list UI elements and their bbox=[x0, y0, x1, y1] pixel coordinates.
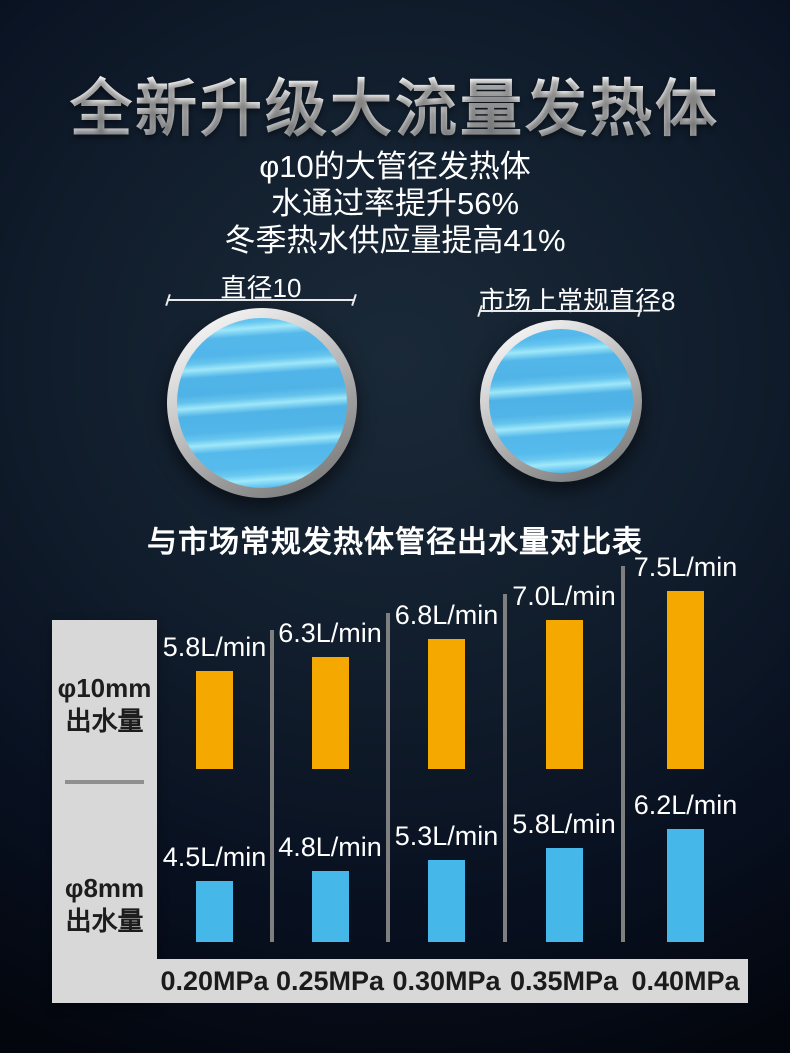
bar-value-label: 5.8L/min bbox=[512, 809, 616, 839]
column-divider bbox=[503, 594, 507, 942]
subtitle-line-3: 冬季热水供应量提高41% bbox=[224, 223, 566, 258]
x-axis-tick-label: 0.35MPa bbox=[509, 966, 619, 996]
row-label-phi8-line1: φ8mm bbox=[64, 873, 145, 903]
row-label-phi10-line1: φ10mm bbox=[57, 673, 152, 703]
bar-value-label: 6.8L/min bbox=[394, 600, 499, 630]
x-axis-tick-label: 0.40MPa bbox=[631, 966, 740, 996]
phi10-bar bbox=[667, 591, 704, 769]
small-pipe-water-texture bbox=[489, 329, 633, 473]
row-label-divider bbox=[65, 780, 144, 784]
right-dimension-line bbox=[479, 310, 641, 312]
row-label-phi10-line2: 出水量 bbox=[65, 706, 144, 736]
bar-value-label: 6.2L/min bbox=[633, 790, 738, 820]
x-axis-strip bbox=[157, 959, 748, 1003]
phi10-bar bbox=[196, 671, 233, 769]
column-divider bbox=[386, 613, 390, 942]
left-dimension-line bbox=[167, 299, 355, 301]
bar-value-label: 4.8L/min bbox=[278, 832, 382, 862]
subtitle-line-1: φ10的大管径发热体 bbox=[259, 149, 531, 184]
x-axis-tick-label: 0.25MPa bbox=[275, 966, 385, 996]
bar-value-label: 5.8L/min bbox=[162, 632, 267, 662]
phi8-bar bbox=[545, 848, 583, 942]
row-label-phi8: φ8mm 出水量 bbox=[52, 872, 157, 938]
chart-row-label-panel: φ10mm 出水量 φ8mm 出水量 bbox=[52, 620, 157, 1003]
subtitle-line-2: 水通过率提升56% bbox=[270, 186, 520, 221]
x-axis-tick-label: 0.30MPa bbox=[392, 966, 501, 996]
large-pipe-water-texture bbox=[177, 318, 347, 488]
phi8-bar bbox=[428, 860, 465, 942]
bar-value-label: 7.5L/min bbox=[633, 552, 738, 582]
row-label-phi8-line2: 出水量 bbox=[65, 906, 144, 936]
phi8-bar bbox=[311, 871, 349, 942]
phi10-bar bbox=[545, 620, 583, 769]
page-title: 全新升级大流量发热体 bbox=[0, 58, 790, 148]
right-pipe-diameter-label: 市场上常规直径8 bbox=[479, 286, 676, 316]
bar-value-label: 6.3L/min bbox=[278, 618, 382, 648]
x-axis-tick-label: 0.20MPa bbox=[160, 966, 269, 996]
phi10-bar bbox=[311, 657, 349, 769]
column-divider bbox=[270, 630, 274, 942]
bar-value-label: 7.0L/min bbox=[512, 581, 616, 611]
large-pipe-image bbox=[167, 308, 357, 498]
row-label-phi10: φ10mm 出水量 bbox=[52, 672, 157, 738]
small-pipe-image bbox=[480, 320, 642, 482]
phi10-bar bbox=[428, 639, 465, 769]
phi8-bar bbox=[196, 881, 233, 942]
phi8-bar bbox=[667, 829, 704, 942]
left-pipe-diameter-label: 直径10 bbox=[220, 273, 302, 303]
bar-value-label: 4.5L/min bbox=[162, 842, 267, 872]
column-divider bbox=[621, 566, 625, 942]
bar-value-label: 5.3L/min bbox=[394, 821, 499, 851]
chart-title: 与市场常规发热体管径出水量对比表 bbox=[147, 526, 643, 559]
subtitle-block: φ10的大管径发热体 水通过率提升56% 冬季热水供应量提高41% bbox=[0, 148, 790, 259]
